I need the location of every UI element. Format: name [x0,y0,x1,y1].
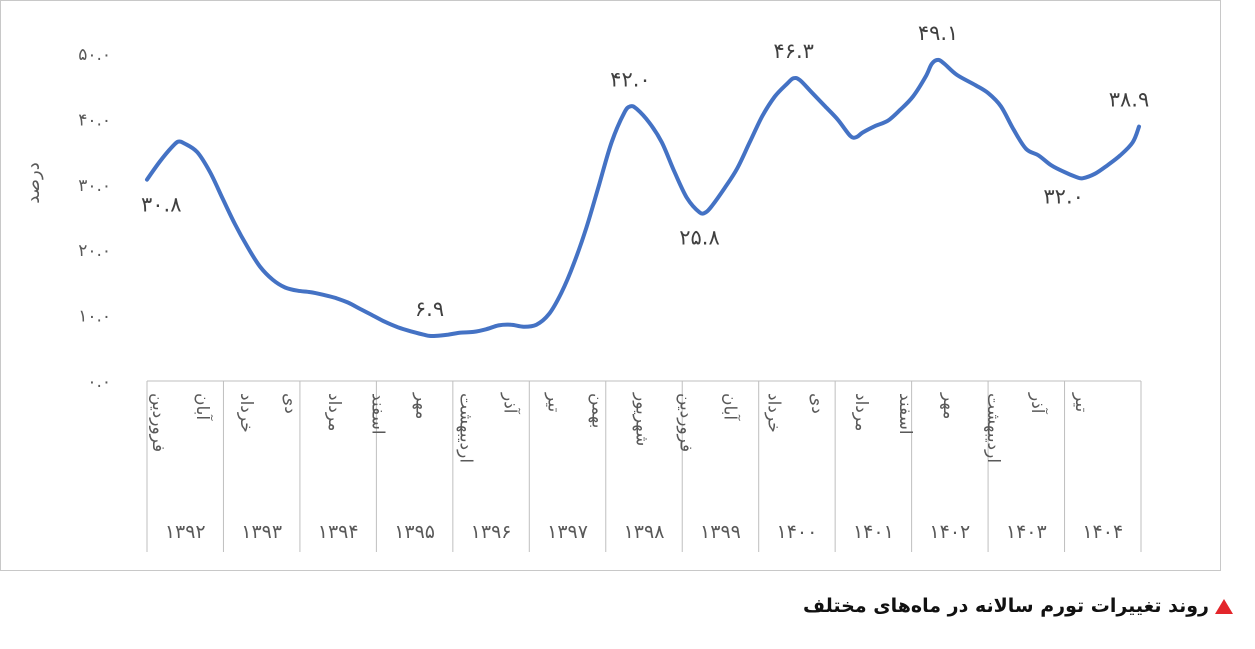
data-label: ۶.۹ [415,297,444,321]
month-tick-label: شهریور [631,392,651,446]
month-tick-label: اسفند [895,393,915,435]
y-tick-label: ۴۰.۰ [78,110,111,130]
month-tick-label: دی [280,393,300,414]
month-tick-label: تیر [544,392,564,413]
y-tick-label: ۲۰.۰ [78,241,111,261]
month-tick-label: دی [807,393,827,414]
y-tick-label: ۳۰.۰ [78,176,111,196]
chart-caption: روند تغییرات تورم سالانه در ماه‌های مختل… [803,592,1233,620]
triangle-marker-icon [1215,598,1233,614]
month-tick-label: اسفند [368,393,388,435]
month-tick-label: مهر [939,392,959,419]
data-label: ۴۶.۳ [773,39,814,63]
month-tick-label: بهمن [587,393,607,428]
data-label: ۴۲.۰ [610,67,651,91]
year-label: ۱۴۰۰ [777,521,818,543]
month-tick-label: تیر [1071,392,1091,413]
month-tick-label: مهر [412,392,432,419]
month-tick-label: آذر [1027,392,1049,415]
month-tick-label: خرداد [763,393,783,433]
month-tick-label: آبان [719,393,741,421]
month-tick-label: اردیبهشت [983,393,1003,463]
y-tick-label: ۵۰.۰ [78,45,111,65]
year-label: ۱۳۹۸ [624,521,665,543]
year-label: ۱۳۹۹ [700,521,741,543]
y-axis-label: درصد [23,162,44,203]
year-label: ۱۳۹۳ [241,521,282,543]
caption-text: روند تغییرات تورم سالانه در ماه‌های مختل… [803,595,1209,617]
chart-frame: درصد ۰.۰ ۱۰.۰ ۲۰.۰ ۳۰.۰ ۴۰.۰ ۵۰.۰ ۱۳۹۲ ۱۳۹۳ ۱۳۹۴ ۱… [0,0,1221,571]
y-tick-label: ۱۰.۰ [78,307,111,327]
year-label: ۱۳۹۲ [165,521,206,543]
year-label: ۱۴۰۲ [929,521,970,543]
data-label: ۲۵.۸ [679,225,720,249]
data-label: ۳۰.۸ [141,193,182,217]
month-tick-label: آذر [500,392,522,415]
month-tick-label: مرداد [324,393,344,431]
year-label: ۱۴۰۳ [1006,521,1047,543]
year-label: ۱۳۹۷ [547,521,588,543]
data-label: ۳۸.۹ [1109,88,1150,112]
inflation-line-chart: درصد ۰.۰ ۱۰.۰ ۲۰.۰ ۳۰.۰ ۴۰.۰ ۵۰.۰ ۱۳۹۲ ۱۳۹۳ ۱۳۹۴ ۱… [23,21,1150,552]
year-label: ۱۳۹۵ [394,521,435,543]
month-tick-label: مرداد [851,393,871,431]
year-label: ۱۳۹۶ [471,521,512,543]
month-tick-label: فروردین [148,393,168,452]
month-tick-label: اردیبهشت [456,393,476,463]
year-label: ۱۳۹۴ [318,521,359,543]
month-tick-label: فروردین [675,393,695,452]
y-tick-label: ۰.۰ [87,372,111,392]
data-label: ۳۲.۰ [1043,185,1084,209]
inflation-series-line [145,57,1141,339]
month-tick-label: آبان [192,393,214,421]
year-label: ۱۴۰۱ [853,521,894,543]
month-tick-label: خرداد [236,393,256,433]
data-label: ۴۹.۱ [918,21,959,45]
year-label: ۱۴۰۴ [1082,521,1123,543]
